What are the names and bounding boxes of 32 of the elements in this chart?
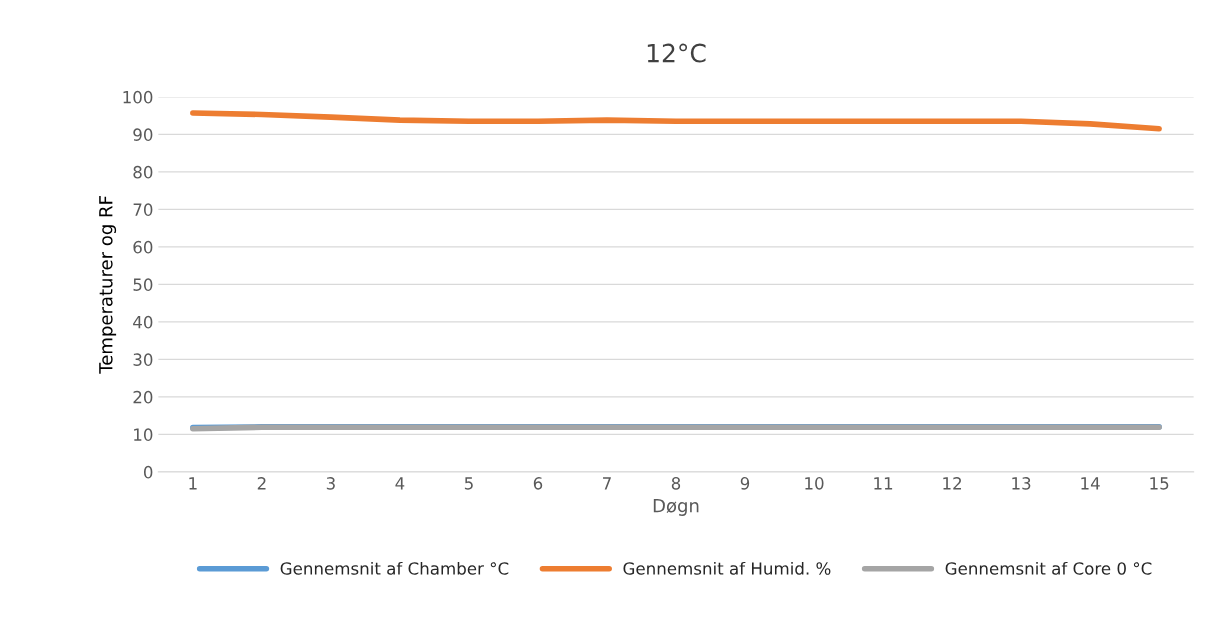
x-axis-title: Døgn [653,498,699,516]
x-tick-label: 15 [1150,477,1169,490]
y-tick-label: 50 [133,278,153,291]
x-tick-label: 6 [533,477,543,490]
x-tick-label: 1 [189,477,197,490]
x-tick-label: 3 [326,477,335,490]
y-tick-label: 80 [133,165,153,179]
y-tick-label: 20 [133,390,153,404]
legend-label: Gennemsnit af Chamber °C [280,561,509,575]
x-tick-label: 13 [1012,477,1031,490]
x-tick-label: 14 [1081,477,1100,490]
x-tick-label: 9 [740,477,750,490]
y-tick-label: 60 [133,240,153,254]
x-tick-label: 8 [671,477,681,490]
x-tick-label: 7 [603,477,611,490]
y-tick-label: 40 [133,315,153,329]
chart-title: 12°C [647,43,706,63]
y-tick-label: 100 [123,90,153,104]
y-tick-label: 30 [133,353,153,366]
x-tick-label: 11 [874,477,893,490]
x-tick-label: 4 [395,477,405,490]
y-tick-label: 10 [134,428,153,441]
y-tick-label: 0 [143,465,153,479]
y-tick-label: 90 [133,128,153,141]
y-tick-label: 70 [133,203,153,216]
x-tick-label: 5 [464,477,473,490]
y-axis-title: Temperaturer og RF [99,196,117,374]
x-tick-label: 10 [805,477,824,490]
x-tick-label: 12 [943,477,961,490]
legend-label: Gennemsnit af Core 0 °C [945,561,1152,575]
legend-label: Gennemsnit af Humid. % [623,561,831,575]
x-tick-label: 2 [257,477,266,490]
